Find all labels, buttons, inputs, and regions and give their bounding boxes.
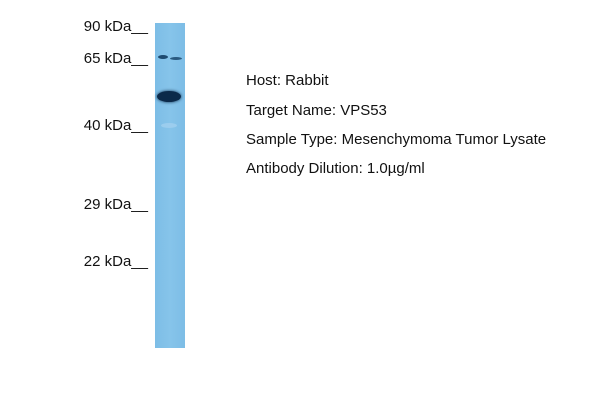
marker-40: 40 kDa__ xyxy=(83,117,148,134)
marker-22: 22 kDa__ xyxy=(83,253,148,270)
host-label: Host: Rabbit xyxy=(246,72,329,89)
band-faint-right xyxy=(170,57,182,60)
sample-label: Sample Type: Mesenchymoma Tumor Lysate xyxy=(246,131,547,148)
marker-29: 29 kDa__ xyxy=(83,196,148,213)
marker-65: 65 kDa__ xyxy=(83,50,148,67)
target-label: Target Name: VPS53 xyxy=(246,102,387,119)
blot-lane xyxy=(155,23,185,348)
band-strong xyxy=(157,91,181,102)
marker-90: 90 kDa__ xyxy=(83,18,148,35)
band-faint-left xyxy=(158,55,168,59)
band-weak xyxy=(161,123,177,128)
dilution-label: Antibody Dilution: 1.0µg/ml xyxy=(246,160,425,177)
